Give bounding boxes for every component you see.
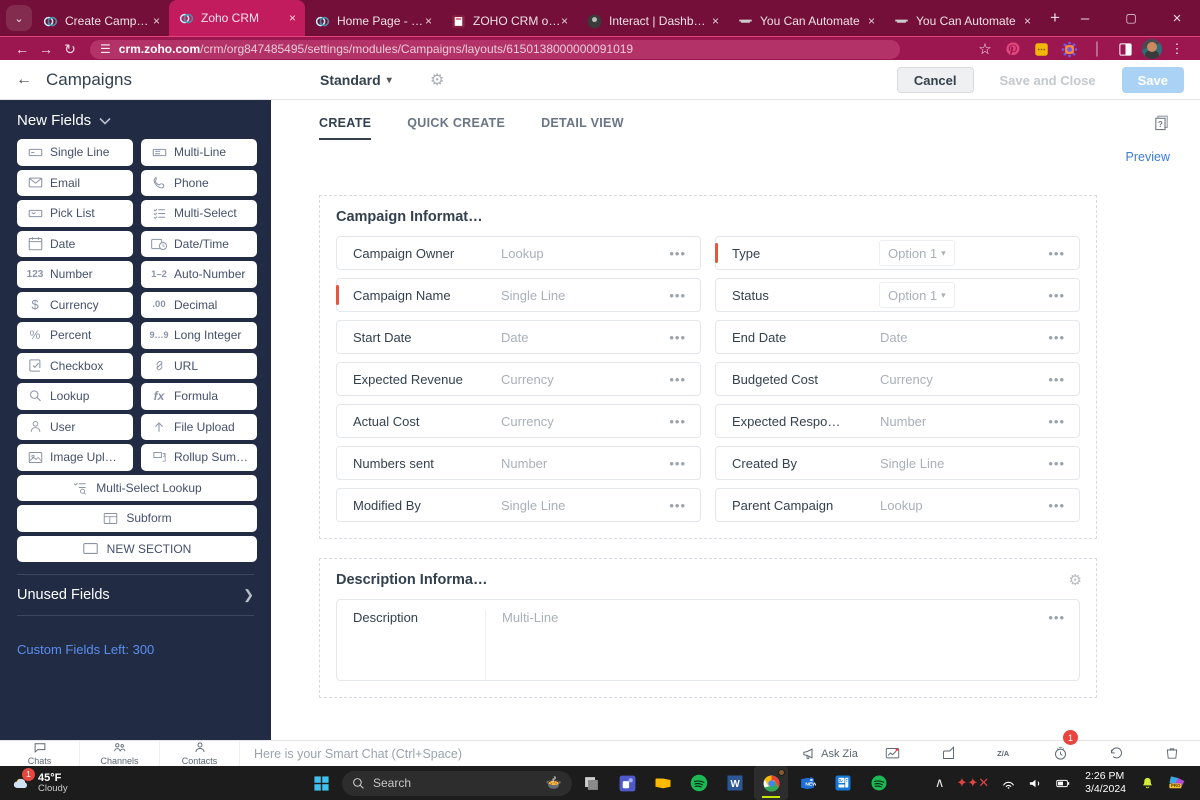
svg-text:W: W bbox=[731, 779, 741, 790]
svg-text:?: ? bbox=[1158, 120, 1163, 129]
svg-text:NEW: NEW bbox=[805, 781, 816, 787]
svg-text:PRO: PRO bbox=[1171, 783, 1181, 788]
svg-text:Σ: Σ bbox=[162, 453, 165, 459]
svg-text:Z/A: Z/A bbox=[997, 749, 1010, 758]
